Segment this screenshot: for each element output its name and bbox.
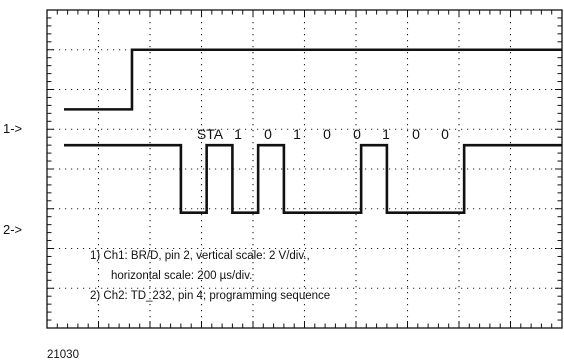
bit-labels: STA 1 0 1 0 0 1 0 0 [197, 126, 449, 142]
bit-label: 1 [234, 126, 242, 142]
note-line-2: horizontal scale: 200 µs/div. [111, 270, 252, 282]
channel-2-trace [64, 143, 562, 215]
channel-1-marker: 1-> [3, 121, 22, 136]
note-line-3: 2) Ch2: TD_232, pin 4; programming seque… [90, 290, 330, 302]
bit-label: 0 [353, 126, 361, 142]
note-line-1: 1) Ch1: BR/D, pin 2, vertical scale: 2 V… [90, 250, 310, 262]
notes: 1) Ch1: BR/D, pin 2, vertical scale: 2 V… [90, 250, 330, 302]
bit-label: 0 [441, 126, 449, 142]
channel-2-marker: 2-> [3, 222, 22, 237]
bit-label-start: STA [197, 126, 224, 142]
bit-label: 0 [323, 126, 331, 142]
bit-label: 1 [382, 126, 390, 142]
bit-label: 1 [293, 126, 301, 142]
figure-id: 21030 [47, 349, 79, 361]
traces [64, 48, 562, 215]
bit-label: 0 [264, 126, 272, 142]
graticule-ticks [47, 10, 562, 328]
grid [47, 10, 562, 328]
bit-label: 0 [412, 126, 420, 142]
channel-1-trace [64, 48, 562, 111]
